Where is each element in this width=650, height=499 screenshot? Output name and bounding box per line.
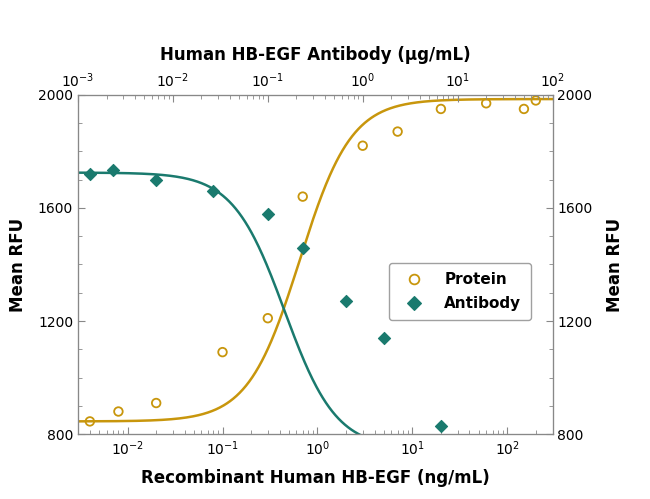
Antibody	[436, 422, 446, 430]
Antibody	[108, 166, 118, 174]
Legend: Protein, Antibody: Protein, Antibody	[389, 263, 530, 320]
Antibody	[151, 176, 161, 184]
Antibody	[84, 170, 95, 178]
Protein	[298, 193, 308, 201]
Y-axis label: Mean RFU: Mean RFU	[9, 218, 27, 311]
Protein	[519, 105, 529, 113]
Protein	[358, 142, 368, 150]
Protein	[217, 348, 228, 356]
Protein	[436, 105, 446, 113]
Protein	[393, 128, 403, 136]
Protein	[530, 96, 541, 104]
Protein	[84, 417, 95, 425]
X-axis label: Recombinant Human HB-EGF (ng/mL): Recombinant Human HB-EGF (ng/mL)	[141, 469, 489, 487]
Antibody	[502, 444, 512, 452]
Protein	[481, 99, 491, 107]
Protein	[113, 408, 124, 416]
Antibody	[530, 444, 541, 452]
Protein	[151, 399, 161, 407]
X-axis label: Human HB-EGF Antibody (μg/mL): Human HB-EGF Antibody (μg/mL)	[160, 46, 471, 64]
Antibody	[378, 334, 389, 342]
Antibody	[208, 187, 218, 195]
Antibody	[263, 210, 273, 218]
Y-axis label: Mean RFU: Mean RFU	[606, 218, 625, 311]
Antibody	[298, 244, 308, 251]
Protein	[263, 314, 273, 322]
Antibody	[341, 297, 351, 305]
